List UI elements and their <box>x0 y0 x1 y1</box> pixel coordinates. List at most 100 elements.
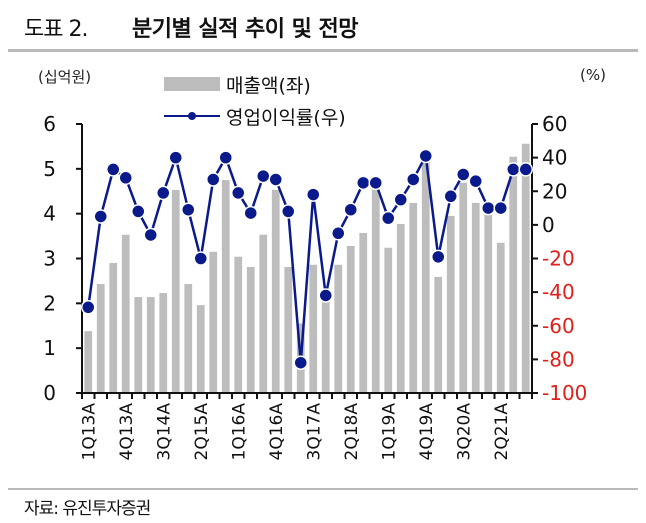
x-axis-label: 1Q13A <box>79 403 99 461</box>
margin-point-marker <box>293 355 308 370</box>
revenue-bar <box>84 331 93 393</box>
margin-point-marker <box>393 192 408 207</box>
margin-point-marker <box>281 204 296 219</box>
margin-point-marker <box>306 187 321 202</box>
left-axis-tick-label: 1 <box>43 336 56 360</box>
right-axis-tick-label: 0 <box>542 213 555 237</box>
revenue-bar <box>109 262 118 393</box>
revenue-bar <box>421 159 430 393</box>
revenue-bar <box>509 156 518 393</box>
left-axis-tick-label: 3 <box>43 247 56 271</box>
revenue-bar <box>146 297 155 393</box>
right-axis-tick-label: -20 <box>542 247 575 271</box>
revenue-bar <box>96 284 105 393</box>
margin-point-marker <box>431 249 446 265</box>
margin-point-marker <box>243 205 258 221</box>
x-axis-label: 4Q19A <box>417 403 437 461</box>
top-divider <box>8 49 638 52</box>
margin-point-marker <box>131 204 146 219</box>
right-axis-tick-label: 40 <box>542 146 567 170</box>
margin-point-marker <box>118 170 133 186</box>
margin-point-marker <box>468 173 483 189</box>
x-axis-label: 4Q13A <box>117 403 137 461</box>
legend-item-revenue: 매출액(좌) <box>164 68 346 100</box>
margin-point-marker <box>168 150 183 165</box>
legend-item-margin: 영업이익률(우) <box>164 100 346 132</box>
revenue-bar <box>159 293 168 393</box>
revenue-bar <box>371 189 380 393</box>
legend-label-margin: 영업이익률(우) <box>226 106 346 129</box>
revenue-bar <box>221 180 230 393</box>
x-axis-label: 4Q16A <box>267 403 287 461</box>
revenue-bar <box>259 234 268 393</box>
left-axis-unit: (십억원) <box>38 68 92 86</box>
chart-title: 분기별 실적 추이 및 전망 <box>132 17 359 42</box>
revenue-bar <box>384 247 393 393</box>
revenue-bar <box>521 143 530 393</box>
revenue-bar <box>359 232 368 393</box>
margin-point-marker <box>93 209 108 224</box>
revenue-bar <box>484 215 493 393</box>
right-axis-unit: (%) <box>580 66 606 84</box>
left-axis-tick-label: 4 <box>43 202 56 226</box>
x-axis-label: 3Q17A <box>304 403 324 461</box>
revenue-bar <box>121 234 130 393</box>
figure-number: 도표 2. <box>24 17 88 42</box>
revenue-bar <box>271 189 280 393</box>
line-marker-swatch-icon <box>164 109 220 123</box>
revenue-bar <box>171 189 180 393</box>
margin-point-marker <box>81 300 96 315</box>
margin-point-marker <box>231 185 246 201</box>
margin-point-marker <box>506 162 521 177</box>
margin-point-marker <box>456 167 471 182</box>
margin-point-marker <box>193 251 208 266</box>
revenue-bar <box>334 264 343 393</box>
revenue-bar <box>409 202 418 393</box>
revenue-bar <box>284 267 293 393</box>
revenue-bar <box>446 215 455 393</box>
margin-point-marker <box>343 202 358 217</box>
margin-point-marker <box>381 210 396 226</box>
revenue-bar <box>496 242 505 393</box>
left-axis-tick-label: 5 <box>43 157 56 181</box>
right-axis-tick-label: -80 <box>542 347 575 371</box>
margin-point-marker <box>181 202 196 217</box>
margin-point-marker <box>481 200 496 216</box>
margin-point-marker <box>418 148 433 164</box>
x-axis-label: 1Q19A <box>379 403 399 461</box>
revenue-bar <box>184 284 193 393</box>
margin-point-marker <box>256 168 271 184</box>
margin-point-marker <box>356 175 371 191</box>
revenue-bar <box>346 245 355 393</box>
margin-point-marker <box>518 162 533 177</box>
margin-point-marker <box>443 189 458 204</box>
combo-chart: 0 1 2 3 4 5 6 60 40 20 0 -20 -40 -60 -80 -100 1Q13A 4Q13A… <box>43 112 587 461</box>
margin-point-marker <box>268 172 283 187</box>
legend-label-revenue: 매출액(좌) <box>226 74 311 97</box>
revenue-bar <box>196 305 205 393</box>
margin-point-marker <box>406 172 421 187</box>
x-axis-label: 2Q18A <box>342 403 362 461</box>
margin-point-marker <box>156 185 171 201</box>
source-note: 자료: 유진투자증권 <box>24 499 151 519</box>
margin-point-marker <box>318 288 333 303</box>
revenue-bar <box>309 264 318 393</box>
revenue-bar <box>321 300 330 393</box>
revenue-bar <box>246 267 255 393</box>
figure-header: 도표 2. 분기별 실적 추이 및 전망 <box>24 10 359 44</box>
revenue-bar <box>234 256 243 393</box>
right-axis-tick-label: 60 <box>542 112 567 136</box>
right-axis-tick-label: -60 <box>542 314 575 338</box>
revenue-bar <box>209 251 218 393</box>
bar-swatch-icon <box>164 77 220 91</box>
margin-point-marker <box>368 175 383 191</box>
revenue-bar <box>134 297 143 393</box>
left-axis-tick-label: 6 <box>43 112 56 136</box>
left-axis-tick-label: 2 <box>43 291 56 315</box>
revenue-bar <box>471 202 480 393</box>
chart-legend: 매출액(좌) 영업이익률(우) <box>164 68 346 132</box>
bottom-divider <box>8 488 638 490</box>
x-axis-label: 3Q14A <box>154 403 174 461</box>
margin-point-marker <box>493 200 508 216</box>
x-axis-label: 1Q16A <box>229 403 249 461</box>
